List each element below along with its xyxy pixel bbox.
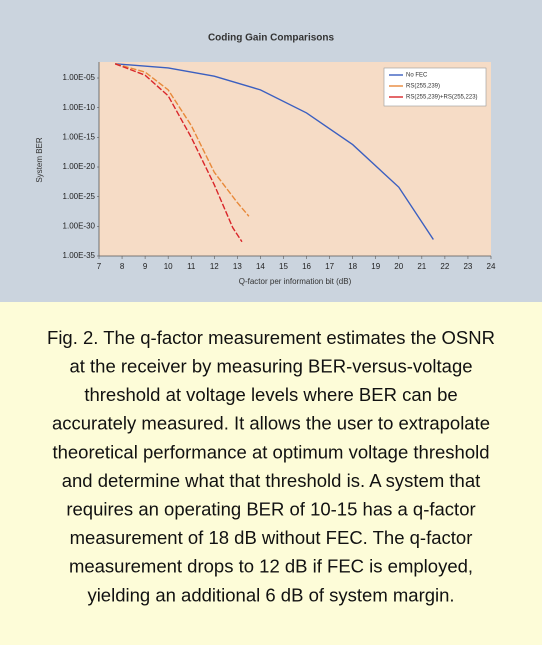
y-tick-label: 1.00E-10 (63, 103, 96, 112)
series-line (114, 63, 243, 243)
x-tick-label: 13 (233, 262, 242, 271)
y-tick-label: 1.00E-20 (63, 162, 96, 171)
caption-line: threshold at voltage levels where BER ca… (84, 384, 457, 405)
x-tick-label: 11 (187, 262, 196, 271)
y-tick-label: 1.00E-25 (63, 192, 96, 201)
y-tick-label: 1.00E-35 (63, 251, 96, 260)
caption-line: requires an operating BER of 10-15 has a… (66, 498, 475, 519)
x-tick-label: 7 (97, 262, 102, 271)
y-tick-label: 1.00E-05 (63, 73, 96, 82)
x-tick-label: 20 (394, 262, 403, 271)
x-tick-label: 17 (325, 262, 334, 271)
y-axis-label: System BER (35, 137, 44, 183)
x-tick-label: 23 (463, 262, 472, 271)
legend-label: RS(255,239)+RS(255,223) (406, 95, 478, 101)
x-tick-label: 22 (440, 262, 449, 271)
caption-background (0, 302, 542, 640)
chart-title: Coding Gain Comparisons (208, 33, 335, 44)
y-tick-label: 1.00E-30 (63, 221, 96, 230)
x-tick-label: 8 (120, 262, 125, 271)
x-tick-label: 10 (164, 262, 173, 271)
y-tick-label: 1.00E-15 (63, 132, 96, 141)
x-tick-label: 24 (487, 262, 496, 271)
x-tick-label: 9 (143, 262, 148, 271)
series-line (115, 63, 434, 240)
x-tick-label: 12 (210, 262, 219, 271)
caption-line: and determine what that threshold is. A … (62, 470, 481, 491)
x-axis-label: Q-factor per information bit (dB) (239, 277, 352, 286)
x-tick-label: 19 (371, 262, 380, 271)
caption-line: measurement drops to 12 dB if FEC is emp… (69, 556, 473, 577)
series-line (114, 63, 250, 217)
legend-label: No FEC (406, 73, 428, 79)
x-tick-label: 18 (348, 262, 357, 271)
x-tick-label: 21 (417, 262, 426, 271)
x-tick-label: 16 (302, 262, 311, 271)
x-tick-label: 15 (279, 262, 288, 271)
caption-line: measurement of 18 dB without FEC. The q-… (70, 527, 473, 548)
caption-line: at the receiver by measuring BER-versus-… (69, 355, 472, 376)
caption-line: yielding an additional 6 dB of system ma… (87, 584, 454, 605)
caption-line: theoretical performance at optimum volta… (52, 441, 489, 462)
caption-line: accurately measured. It allows the user … (52, 413, 490, 434)
caption-line: Fig. 2. The q-factor measurement estimat… (47, 327, 495, 348)
x-tick-label: 14 (256, 262, 265, 271)
legend-label: RS(255,239) (406, 84, 440, 90)
